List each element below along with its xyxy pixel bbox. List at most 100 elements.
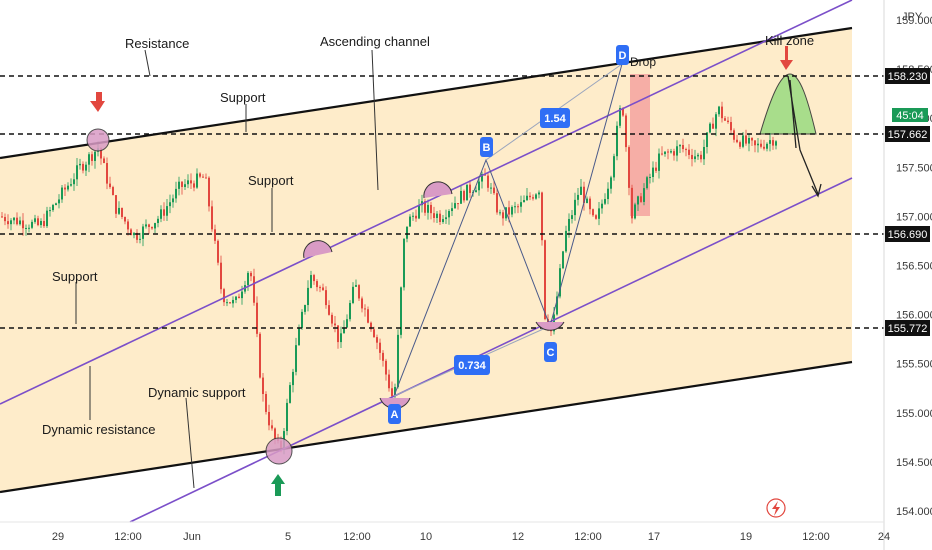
svg-text:C: C	[547, 347, 555, 359]
support-label-1: Support	[220, 90, 266, 105]
candle-body	[139, 238, 141, 240]
candle-body	[496, 193, 498, 213]
candle-body	[241, 291, 243, 299]
candle-body	[61, 187, 63, 200]
candle-body	[247, 272, 249, 286]
time-tick-label: 29	[52, 531, 64, 543]
candle-body	[232, 299, 234, 304]
time-tick-label: 12:00	[802, 531, 830, 543]
ratio-badge-ac: 0.734	[454, 355, 490, 375]
candle-body	[214, 229, 216, 241]
candle-body	[613, 156, 615, 178]
candle-body	[697, 154, 699, 157]
candle-body	[316, 281, 318, 288]
candle-body	[433, 213, 435, 218]
candle-body	[538, 192, 540, 195]
price-tick-label: 155.500	[896, 359, 932, 371]
price-level-badges: 158.230 157.662 156.690 155.772	[885, 68, 930, 336]
candle-body	[235, 296, 237, 300]
candle-body	[748, 137, 750, 144]
candle-body	[646, 177, 648, 189]
svg-text:45:04: 45:04	[896, 110, 924, 122]
candle-body	[73, 179, 75, 185]
candle-body	[256, 302, 258, 334]
candle-body	[631, 187, 633, 219]
candle-body	[319, 287, 321, 289]
candle-body	[304, 305, 306, 312]
annotation-pointers	[75, 49, 379, 489]
price-tick-label: 156.000	[896, 310, 932, 322]
candle-body	[355, 285, 357, 287]
abcd-pattern-lines	[393, 63, 623, 397]
candle-body	[607, 188, 609, 200]
kill-zone-label: Kill zone	[765, 33, 814, 48]
candle-body	[772, 140, 774, 146]
price-axis[interactable]: JPY 159.000158.500158.000157.500157.0001…	[883, 0, 932, 550]
candle-body	[511, 206, 513, 215]
candle-body	[358, 285, 360, 299]
candle-body	[733, 130, 735, 140]
candle-body	[31, 221, 33, 228]
candle-body	[721, 106, 723, 119]
candle-body	[469, 184, 471, 193]
candle-body	[202, 176, 204, 178]
candle-body	[163, 209, 165, 216]
lightning-icon[interactable]	[766, 498, 786, 518]
candle-body	[208, 177, 210, 207]
candle-body	[448, 211, 450, 218]
candle-body	[145, 224, 147, 227]
candle-body	[22, 220, 24, 229]
candle-body	[37, 218, 39, 226]
candle-body	[457, 203, 459, 205]
candle-body	[100, 148, 102, 159]
candle-body	[70, 184, 72, 186]
candle-body	[43, 220, 45, 227]
candle-body	[661, 153, 663, 155]
candle-body	[7, 221, 9, 225]
price-tick-label: 157.000	[896, 211, 932, 223]
time-tick-label: 12:00	[343, 531, 371, 543]
candle-body	[403, 238, 405, 288]
currency-label: JPY	[902, 11, 923, 23]
candle-body	[226, 302, 228, 304]
candle-body	[181, 181, 183, 187]
candle-body	[40, 220, 42, 226]
candle-body	[412, 215, 414, 217]
candle-body	[490, 187, 492, 189]
candle-body	[121, 207, 123, 217]
candle-body	[586, 198, 588, 203]
candle-body	[133, 232, 135, 236]
candle-body	[82, 163, 84, 171]
highlight-arc-2	[423, 181, 453, 199]
point-d-badge: D	[616, 45, 629, 65]
candle-body	[16, 217, 18, 225]
candle-body	[400, 287, 402, 335]
candle-body	[541, 192, 543, 241]
candle-body	[442, 219, 444, 223]
candle-body	[85, 164, 87, 171]
candle-body	[274, 428, 276, 439]
dynamic-resistance-line	[0, 0, 853, 405]
candle-body	[388, 374, 390, 389]
price-tick-label: 154.500	[896, 457, 932, 469]
candle-body	[124, 216, 126, 222]
candle-body	[94, 151, 96, 161]
time-tick-label: 19	[740, 531, 752, 543]
candle-body	[430, 204, 432, 214]
candle-body	[652, 167, 654, 177]
candle-body	[379, 342, 381, 353]
time-axis[interactable]: 29 12:00 Jun 5 12:00 10 12 12:00 17 19 12:00 24	[0, 521, 890, 543]
candle-body	[217, 240, 219, 263]
candle-body	[712, 123, 714, 129]
candle-body	[286, 402, 288, 432]
highlight-arc-4	[535, 321, 565, 331]
candle-body	[19, 220, 21, 225]
candle-body	[331, 314, 333, 324]
candle-body	[118, 207, 120, 214]
time-tick-label: 10	[420, 531, 432, 543]
svg-text:155.772: 155.772	[888, 323, 928, 335]
candle-body	[340, 333, 342, 343]
highlight-arc-1	[303, 240, 333, 259]
candle-body	[769, 140, 771, 144]
